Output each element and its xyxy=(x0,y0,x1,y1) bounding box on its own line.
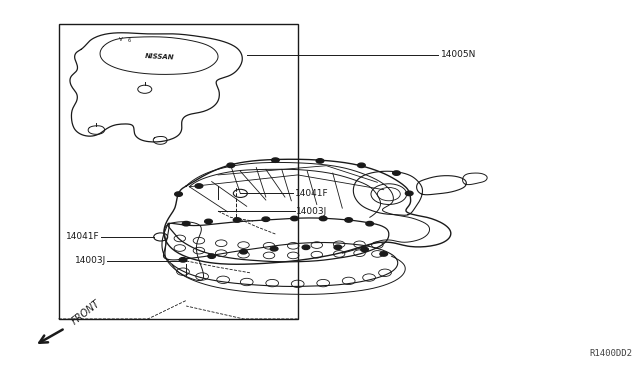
Text: 14003J: 14003J xyxy=(296,206,327,216)
Text: 14041F: 14041F xyxy=(294,189,328,198)
Circle shape xyxy=(208,254,216,259)
Text: 14005N: 14005N xyxy=(441,50,476,59)
Circle shape xyxy=(316,159,324,163)
Circle shape xyxy=(175,192,182,196)
Circle shape xyxy=(271,158,279,162)
Text: 14003J: 14003J xyxy=(75,256,106,266)
Circle shape xyxy=(227,163,235,167)
Circle shape xyxy=(262,217,269,221)
Circle shape xyxy=(361,247,369,252)
Circle shape xyxy=(366,221,374,226)
Circle shape xyxy=(319,216,327,221)
Circle shape xyxy=(334,245,342,250)
Circle shape xyxy=(179,258,187,262)
Circle shape xyxy=(358,163,365,167)
Circle shape xyxy=(270,247,278,251)
Circle shape xyxy=(345,218,353,222)
Text: NISSAN: NISSAN xyxy=(145,52,174,60)
Text: FRONT: FRONT xyxy=(70,298,102,326)
Circle shape xyxy=(234,218,241,222)
Circle shape xyxy=(205,219,212,224)
Bar xyxy=(59,23,298,319)
Circle shape xyxy=(240,250,247,254)
Circle shape xyxy=(291,216,298,221)
Circle shape xyxy=(380,252,388,256)
Text: 14041F: 14041F xyxy=(66,232,100,241)
Circle shape xyxy=(405,191,413,196)
Circle shape xyxy=(302,245,310,250)
Text: V: V xyxy=(119,37,123,42)
Circle shape xyxy=(182,221,190,226)
Circle shape xyxy=(393,171,400,175)
Text: R1400DD2: R1400DD2 xyxy=(589,349,632,358)
Circle shape xyxy=(195,184,203,188)
Text: 6: 6 xyxy=(127,38,131,44)
